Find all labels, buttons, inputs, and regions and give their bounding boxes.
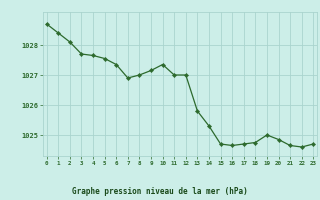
Text: Graphe pression niveau de la mer (hPa): Graphe pression niveau de la mer (hPa) xyxy=(72,187,248,196)
